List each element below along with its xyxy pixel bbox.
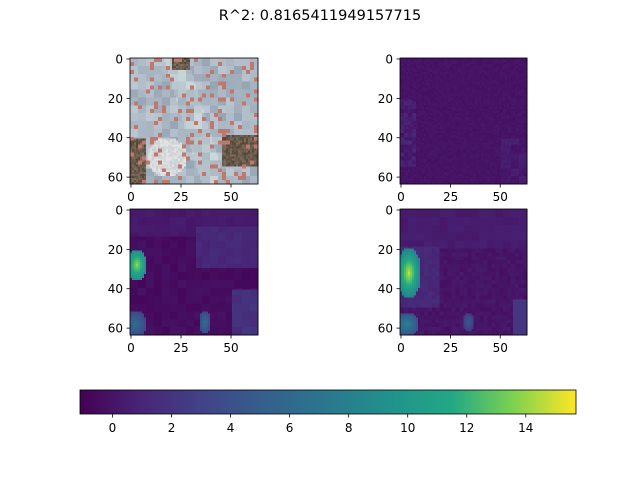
colorbar-tick-label: 2: [168, 421, 176, 435]
colorbar-tick-label: 8: [345, 421, 353, 435]
x-tick-label: 0: [397, 190, 405, 204]
colorbar: 0 2 4 6 8 10 12 14: [79, 389, 577, 435]
x-tick-label: 50: [223, 190, 238, 204]
axes-frame: [129, 208, 259, 336]
x-tick-label: 0: [127, 341, 135, 355]
axes-frame: [399, 208, 528, 336]
colorbar-tick-label: 14: [518, 421, 533, 435]
heatmap-image: [400, 58, 528, 185]
target-panel: 0 25 50 0 20 40 60: [108, 203, 259, 355]
y-tick-label: 60: [108, 171, 123, 185]
y-tick-label: 40: [108, 131, 123, 145]
axes-frame: [399, 57, 528, 185]
y-tick-label: 20: [108, 92, 123, 106]
x-tick-label: 0: [397, 341, 405, 355]
colorbar-gradient: [80, 390, 576, 414]
y-tick-label: 60: [108, 322, 123, 336]
colorbar-tick-label: 12: [459, 421, 474, 435]
x-tick-label: 25: [173, 190, 188, 204]
y-tick-label: 60: [378, 322, 393, 336]
axes-frame: [129, 57, 259, 185]
x-tick-label: 50: [223, 341, 238, 355]
x-tick-label: 50: [493, 341, 508, 355]
colorbar-tick-label: 6: [286, 421, 294, 435]
y-tick-label: 40: [378, 282, 393, 296]
colorbar-tick-label: 4: [227, 421, 235, 435]
heatmap-image: [130, 209, 259, 336]
x-tick-label: 50: [493, 190, 508, 204]
heatmap-image: [130, 58, 259, 185]
input-image-panel: 0 25 50 0 20 40 60: [108, 52, 259, 204]
x-tick-label: 0: [127, 190, 135, 204]
heatmap-image: [400, 209, 528, 336]
y-tick-label: 20: [108, 243, 123, 257]
x-tick-label: 25: [173, 341, 188, 355]
y-tick-label: 40: [378, 131, 393, 145]
y-tick-label: 0: [385, 52, 393, 66]
colorbar-frame: [79, 389, 577, 415]
y-tick-label: 20: [378, 243, 393, 257]
y-tick-label: 0: [115, 52, 123, 66]
x-tick-label: 25: [443, 341, 458, 355]
prediction-panel: 0 25 50 0 20 40 60: [378, 52, 528, 204]
second-map-panel: 0 25 50 0 20 40 60: [378, 203, 528, 355]
y-tick-label: 40: [108, 282, 123, 296]
colorbar-tick-label: 10: [400, 421, 415, 435]
figure-title: R^2: 0.8165411949157715: [218, 8, 422, 24]
y-tick-label: 0: [385, 203, 393, 217]
y-tick-label: 60: [378, 171, 393, 185]
y-tick-label: 0: [115, 203, 123, 217]
colorbar-tick-label: 0: [109, 421, 117, 435]
y-tick-label: 20: [378, 92, 393, 106]
x-tick-label: 25: [443, 190, 458, 204]
